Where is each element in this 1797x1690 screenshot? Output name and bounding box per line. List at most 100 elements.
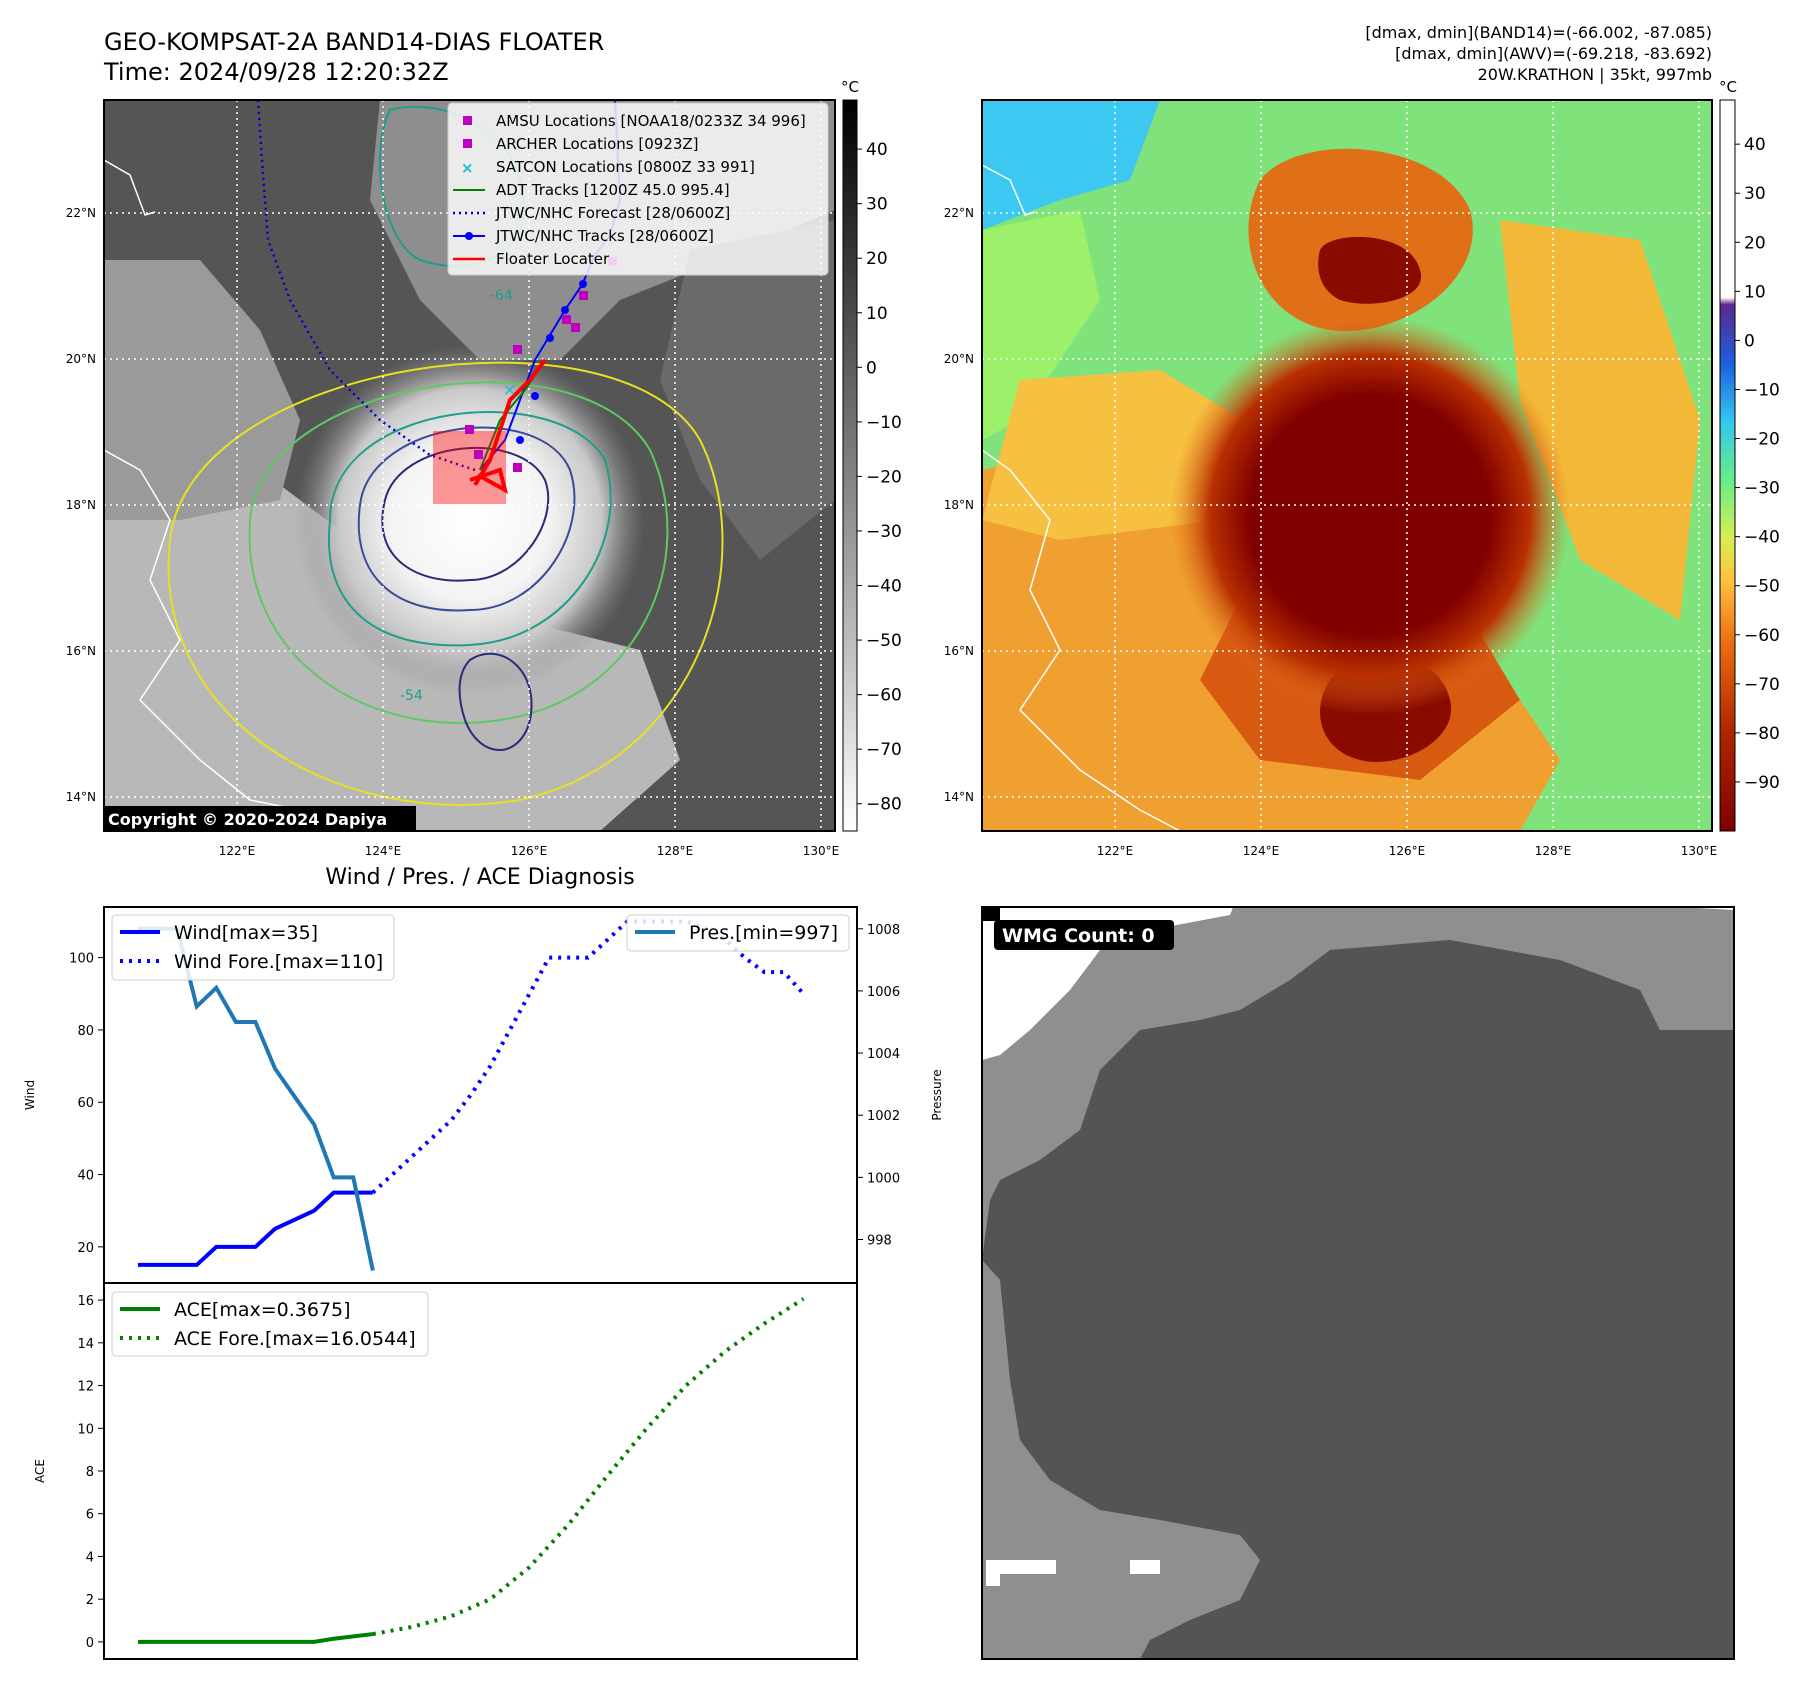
legend-pressure: Pres.[min=997]: [689, 922, 838, 944]
storm-info: 20W.KRATHON | 35kt, 997mb: [1478, 65, 1712, 84]
ir-colorbar-tick-label: 40: [866, 140, 888, 160]
figure-title: GEO-KOMPSAT-2A BAND14-DIAS FLOATER: [104, 28, 604, 56]
color-lat-14: 14°N: [944, 790, 974, 804]
color-north-core: [1318, 236, 1422, 304]
color-colorbar-tick-label: −60: [1744, 626, 1780, 646]
pressure-legend: Pres.[min=997]: [626, 914, 850, 952]
color-cool-region-west: [982, 210, 1100, 440]
ace-y-tick-label: 14: [77, 1337, 94, 1352]
ir-contour-label-a: -64: [490, 288, 513, 304]
legend-amsu: AMSU Locations [NOAA18/0233Z 34 996]: [496, 112, 806, 130]
ace-y-tick-label: 0: [86, 1636, 94, 1651]
color-colorbar-tick-label: 30: [1744, 184, 1766, 204]
color-colorbar-tick-label: −40: [1744, 528, 1780, 548]
pressure-ylabel: Pressure: [930, 1069, 944, 1120]
wind-legend: Wind[max=35] Wind Fore.[max=110]: [111, 914, 395, 981]
svg-text:×: ×: [461, 159, 474, 177]
ir-lat-16: 16°N: [66, 644, 96, 658]
color-colorbar-tick-label: −30: [1744, 479, 1780, 499]
color-lon-labels: 122°E 124°E 126°E 128°E 130°E: [1097, 844, 1718, 858]
pressure-y-tick-label: 1004: [867, 1047, 900, 1062]
pressure-y-tick-label: 1008: [867, 923, 900, 938]
ir-colorbar-tick-label: −80: [866, 795, 902, 815]
ir-lat-18: 18°N: [66, 498, 96, 512]
ir-contour-label-b: -54: [400, 688, 423, 704]
ir-contour-inner: [357, 426, 576, 612]
color-storm-core: [1170, 315, 1570, 715]
color-lat-22: 22°N: [944, 206, 974, 220]
copyright-box: [104, 806, 416, 831]
ir-lat-labels: 22°N 20°N 18°N 16°N 14°N: [66, 206, 96, 804]
wmg-count-box: [994, 920, 1174, 950]
color-colorbar-tick-label: 10: [1744, 282, 1766, 302]
ir-colorbar-tick-label: 10: [866, 304, 888, 324]
ace-y-tick-label: 2: [86, 1593, 94, 1608]
color-lon-128: 128°E: [1535, 844, 1572, 858]
wmg-white-patch-c: [986, 1574, 1000, 1586]
wmg-dark-region: [982, 940, 1734, 1659]
ace-y-tick-label: 6: [86, 1508, 94, 1523]
ace-y-tick-label: 8: [86, 1465, 94, 1480]
ace-y-tick-label: 10: [77, 1422, 94, 1437]
color-grid: [982, 100, 1712, 831]
color-colorbar-tick-label: −10: [1744, 380, 1780, 400]
ir-contour-cold: [381, 446, 550, 582]
ace-ylabel: ACE: [33, 1459, 47, 1483]
copyright-text: Copyright © 2020-2024 Dapiya: [108, 810, 387, 829]
color-colorbar-tick-label: −90: [1744, 773, 1780, 793]
ir-colorbar-tick-label: 30: [866, 195, 888, 215]
ir-colorbar-ticks: 40 30 20 10 0 −10 −20 −30 −40 −50 −60 −70 −80: [857, 140, 902, 815]
legend-archer: ARCHER Locations [0923Z]: [496, 135, 699, 153]
wind-y-tick-label: 40: [77, 1169, 94, 1184]
pressure-y-tick-label: 1002: [867, 1109, 900, 1124]
ir-cloud-band-east: [660, 220, 835, 560]
wmg-corner-mark: [982, 907, 1000, 921]
ir-lat-22: 22°N: [66, 206, 96, 220]
ir-cloud-band-west: [104, 260, 300, 520]
ir-colorbar-tick-label: −60: [866, 686, 902, 706]
ir-contour-warm: [167, 361, 724, 806]
color-lon-130: 130°E: [1681, 844, 1718, 858]
wmg-panel: WMG Count: 0: [981, 906, 1735, 1660]
legend-floater: Floater Locater: [496, 250, 610, 268]
ace-y-tick-label: 12: [77, 1380, 94, 1395]
color-east-band: [1500, 220, 1700, 620]
color-colorbar-tick-label: −80: [1744, 724, 1780, 744]
legend-tracks: JTWC/NHC Tracks [28/0600Z]: [495, 227, 714, 245]
ir-storm-core: [295, 345, 645, 695]
wmg-white-patch-a: [986, 1560, 1056, 1574]
floater-locater-track: [469, 358, 547, 494]
color-map-panel: 22°N 20°N 18°N 16°N 14°N 122°E 124°E 126…: [944, 78, 1780, 858]
ir-contour-mid: [327, 411, 612, 647]
ir-lat-14: 14°N: [66, 790, 96, 804]
series-wind-line: [138, 1190, 373, 1267]
wmg-white-patch-b: [1130, 1560, 1160, 1574]
ir-lon-124: 124°E: [365, 844, 402, 858]
ir-map-frame: [103, 99, 836, 832]
legend-wind-forecast: Wind Fore.[max=110]: [174, 951, 383, 973]
series-ace-forecast-line: [372, 1297, 805, 1637]
color-colorbar-tick-label: 0: [1744, 331, 1755, 351]
ir-map-panel: -64 -54: [66, 78, 902, 858]
color-colorbar-unit: °C: [1719, 78, 1737, 96]
ir-colorbar-tick-label: −50: [866, 631, 902, 651]
legend-ace-forecast: ACE Fore.[max=16.0544]: [174, 1328, 416, 1350]
wind-y-tick-label: 20: [77, 1241, 94, 1256]
band14-stats: [dmax, dmin](BAND14)=(-66.002, -87.085): [1365, 23, 1712, 42]
wmg-top-band: [982, 907, 1233, 915]
ir-colorbar-tick-label: −30: [866, 522, 902, 542]
ir-colorbar-tick-label: −40: [866, 577, 902, 597]
ir-lon-130: 130°E: [803, 844, 840, 858]
ir-lon-126: 126°E: [511, 844, 548, 858]
series-wind-forecast-line: [371, 919, 805, 1195]
ir-colorbar-tick-label: 20: [866, 249, 888, 269]
legend-ace: ACE[max=0.3675]: [174, 1299, 351, 1321]
ir-colorbar-tick-label: −70: [866, 740, 902, 760]
ir-coastline-taiwan: [104, 159, 156, 216]
awv-stats: [dmax, dmin](AWV)=(-69.218, -83.692): [1395, 44, 1712, 63]
ir-colorbar-tick-label: −10: [866, 413, 902, 433]
ir-colorbar-tick-label: −20: [866, 467, 902, 487]
wind-y-tick-label: 80: [77, 1024, 94, 1039]
ir-lat-20: 20°N: [66, 352, 96, 366]
